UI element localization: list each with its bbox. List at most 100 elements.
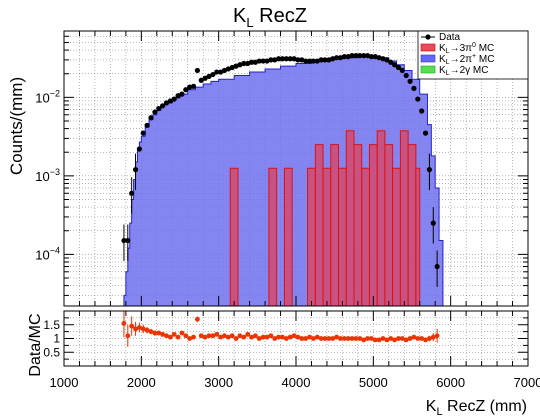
mc-3pi0-bin xyxy=(384,144,394,307)
mc-3pi0-bin xyxy=(353,144,363,307)
data-point xyxy=(148,115,154,121)
data-point xyxy=(163,100,170,106)
ratio-point xyxy=(353,336,359,341)
ratio-point xyxy=(195,316,200,322)
ratio-point xyxy=(164,333,169,339)
ratio-point xyxy=(287,334,293,340)
ratio-point xyxy=(202,334,208,340)
mc-3pi0-bin xyxy=(392,167,401,307)
ratio-point xyxy=(403,337,409,343)
mc-3pi0-bin xyxy=(361,167,370,307)
x-tick-label: 6000 xyxy=(436,375,465,390)
mc-3pi0-bin xyxy=(399,130,409,307)
ratio-point xyxy=(125,333,131,339)
ratio-point xyxy=(314,334,320,340)
ratio-point xyxy=(384,337,390,343)
ratio-point xyxy=(206,333,212,339)
ratio-point xyxy=(183,333,189,339)
data-point xyxy=(167,98,173,104)
data-point xyxy=(187,84,193,90)
mc-3pi0-bin xyxy=(338,167,347,307)
data-point xyxy=(129,190,135,196)
data-point xyxy=(322,57,328,63)
legend-2gamma-swatch xyxy=(420,65,436,74)
legend-2gamma-label: KL→2γ MC xyxy=(439,65,488,77)
ratio-point xyxy=(156,330,162,336)
ratio-point xyxy=(237,333,243,339)
legend-entry-2gamma: KL→2γ MC xyxy=(420,65,488,77)
mc-3pi0-bin xyxy=(268,167,278,307)
data-point xyxy=(349,53,355,59)
mc-3pi0-bin xyxy=(345,130,355,307)
ratio-point xyxy=(225,334,231,340)
ratio-point xyxy=(338,336,343,341)
ratio-point xyxy=(399,336,405,341)
data-point xyxy=(353,53,359,59)
data-point xyxy=(125,237,131,244)
ratio-point xyxy=(140,326,146,332)
data-point xyxy=(256,58,262,64)
ratio-point xyxy=(187,336,193,341)
data-point xyxy=(140,130,146,136)
ratio-point xyxy=(198,333,204,339)
ratio-point xyxy=(148,329,154,335)
ratio-point xyxy=(388,336,394,341)
data-point xyxy=(156,105,162,112)
data-point xyxy=(202,75,208,81)
mc-3pi0-bin xyxy=(368,144,378,307)
ratio-point xyxy=(365,336,370,341)
ratio-point xyxy=(411,334,417,340)
main-y-axis: 10−4 10−3 10−2 xyxy=(35,30,529,306)
ratio-point xyxy=(218,334,224,340)
mc-3pi0-bin xyxy=(330,144,340,307)
data-point xyxy=(310,58,316,64)
ratio-point xyxy=(318,336,324,341)
data-point xyxy=(260,58,266,64)
data-point xyxy=(160,103,166,109)
ratio-point xyxy=(415,336,421,341)
main-y-tick-label: 10−2 xyxy=(35,88,60,105)
ratio-point xyxy=(372,337,378,343)
data-point xyxy=(392,62,398,68)
ratio-point xyxy=(175,334,181,340)
x-tick-label: 4000 xyxy=(282,375,311,390)
main-y-tick-label: 10−3 xyxy=(35,167,60,184)
ratio-point xyxy=(167,334,173,340)
ratio-point xyxy=(160,331,166,337)
ratio-point xyxy=(272,336,278,341)
ratio-point xyxy=(260,334,266,340)
ratio-point xyxy=(326,336,332,341)
ratio-point xyxy=(419,336,425,341)
data-point xyxy=(399,67,405,74)
ratio-point xyxy=(423,337,428,343)
ratio-point xyxy=(295,334,301,340)
data-point xyxy=(306,58,313,64)
ratio-point xyxy=(341,336,347,341)
data-point xyxy=(210,71,216,78)
data-point xyxy=(318,57,324,63)
data-point xyxy=(403,72,409,79)
legend-data-label: Data xyxy=(439,32,461,43)
legend-2pi-swatch xyxy=(420,54,436,63)
x-tick-label: 3000 xyxy=(204,375,233,390)
data-point xyxy=(194,67,200,74)
ratio-point xyxy=(222,333,227,339)
data-point xyxy=(276,56,282,62)
data-point xyxy=(190,83,197,89)
data-point xyxy=(384,57,390,63)
ratio-point xyxy=(380,336,386,341)
data-point xyxy=(434,263,440,270)
ratio-point xyxy=(322,336,328,341)
data-point xyxy=(206,73,212,79)
x-tick-label: 2000 xyxy=(127,375,156,390)
ratio-point xyxy=(345,336,351,341)
legend: Data KL→3π0 MC KL→2π+ MC KL→2γ MC xyxy=(417,30,529,80)
ratio-point xyxy=(434,333,440,339)
data-point xyxy=(121,237,127,244)
x-tick-label: 5000 xyxy=(359,375,388,390)
data-point xyxy=(241,60,247,67)
data-point xyxy=(422,130,429,136)
ratio-point xyxy=(171,331,177,337)
data-point xyxy=(430,220,436,226)
